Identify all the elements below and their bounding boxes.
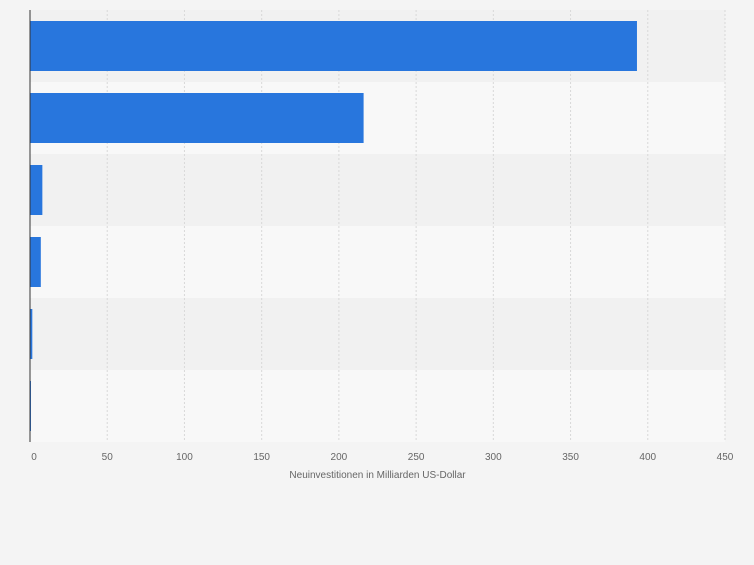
x-tick-label: 250 [408,452,425,463]
x-tick-label: 0 [31,452,37,463]
x-tick-label: 350 [562,452,579,463]
bar [30,309,33,359]
row-band [30,154,725,226]
row-bands [30,10,725,442]
bar [30,165,43,215]
row-band [30,226,725,298]
x-tick-label: 300 [485,452,502,463]
gridlines [106,10,726,442]
x-axis-ticks: 0 50 100 150 200 250 300 350 400 450 [31,452,734,463]
x-tick-label: 400 [639,452,656,463]
x-tick-label: 100 [176,452,193,463]
bar [30,21,637,71]
x-axis-title: Neuinvestitionen in Milliarden US-Dollar [289,470,466,481]
x-tick-label: 150 [253,452,270,463]
row-band [30,370,725,442]
row-band [30,298,725,370]
x-tick-label: 200 [331,452,348,463]
bars [30,21,637,431]
bar [30,93,364,143]
x-tick-label: 50 [102,452,114,463]
x-tick-label: 450 [717,452,734,463]
bar [30,237,41,287]
